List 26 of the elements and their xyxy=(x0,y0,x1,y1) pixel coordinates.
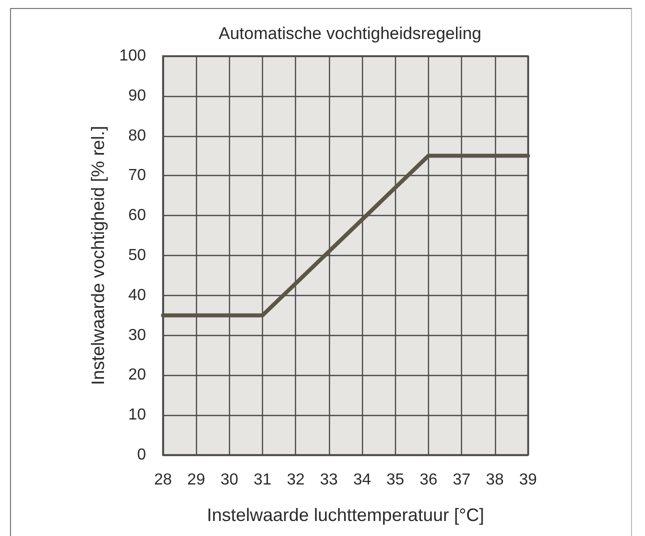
x-axis-title: Instelwaarde luchttemperatuur [°C] xyxy=(206,505,484,525)
y-tick-label: 100 xyxy=(119,48,146,64)
x-tick-label: 34 xyxy=(353,472,372,488)
y-tick-label: 90 xyxy=(128,87,146,104)
x-tick-label: 38 xyxy=(486,472,504,488)
y-tick-label: 20 xyxy=(128,366,146,384)
x-tick-label: 33 xyxy=(320,472,338,488)
y-tick-label: 40 xyxy=(128,286,146,304)
x-tick-label: 28 xyxy=(154,472,172,488)
x-tick-label: 37 xyxy=(452,472,471,488)
x-tick-label: 31 xyxy=(254,472,272,488)
chart-title: Automatische vochtigheidsregeling xyxy=(218,24,482,43)
y-tick-label: 70 xyxy=(128,167,146,184)
y-tick-label: 10 xyxy=(128,406,146,424)
x-tick-label: 36 xyxy=(420,472,438,488)
y-tick-label: 60 xyxy=(128,207,146,224)
x-tick-label: 29 xyxy=(187,472,206,488)
y-tick-label: 0 xyxy=(137,446,146,464)
y-tick-label: 30 xyxy=(128,326,146,344)
y-tick-label: 80 xyxy=(128,127,146,144)
x-tick-label: 39 xyxy=(519,472,537,488)
x-tick-label: 30 xyxy=(220,472,238,488)
y-tick-label: 50 xyxy=(128,247,146,264)
y-axis-title: Instelwaarde vochtigheid [% rel.] xyxy=(88,126,108,386)
x-tick-label: 35 xyxy=(386,472,404,488)
x-tick-label: 32 xyxy=(286,472,305,488)
